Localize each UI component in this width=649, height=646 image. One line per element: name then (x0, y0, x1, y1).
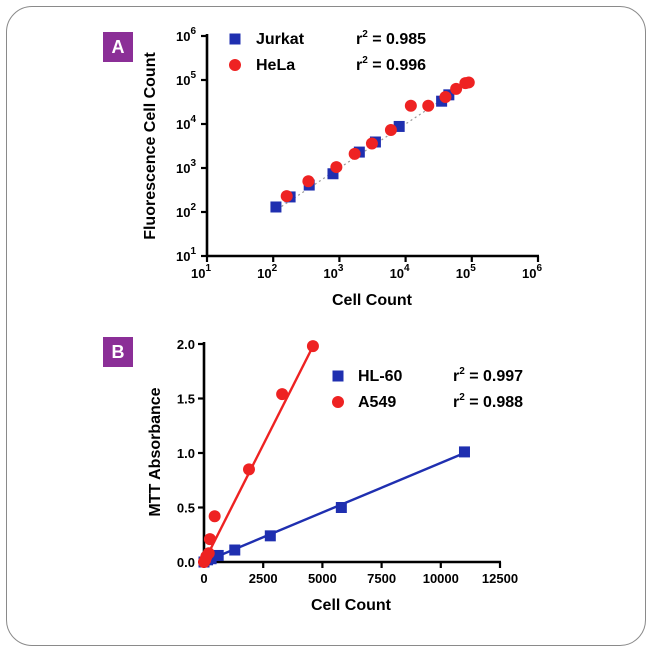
fit-line-a549 (202, 343, 316, 563)
panel-a-badge: A (103, 32, 133, 62)
data-point-hela (330, 161, 343, 174)
y-tick-label: 1.5 (177, 392, 195, 407)
panel-b-badge: B (103, 337, 133, 367)
x-axis-label: Cell Count (332, 292, 413, 309)
data-point-jurkat (393, 120, 405, 132)
legend-marker-a549 (332, 396, 344, 408)
data-point-a549 (202, 547, 215, 560)
legend-r2-hl-60: r2 = 0.997 (453, 366, 523, 385)
data-point-a549 (276, 388, 289, 401)
legend-label-hl-60: HL-60 (358, 368, 403, 385)
legend-r2-hela: r2 = 0.996 (356, 55, 426, 74)
legend-r2-a549: r2 = 0.988 (453, 392, 523, 411)
data-point-a549 (242, 463, 255, 476)
figure-frame (6, 6, 646, 646)
x-tick-label: 0 (200, 571, 207, 586)
y-tick-label: 101 (176, 246, 196, 264)
y-tick-label: 0.0 (177, 555, 195, 570)
legend-label-hela: HeLa (256, 57, 295, 74)
data-point-hela (422, 99, 435, 112)
fit-line-hl-60 (203, 451, 465, 564)
y-tick-label: 1.0 (177, 446, 195, 461)
data-point-hela (450, 82, 463, 95)
y-tick-label: 102 (176, 202, 196, 220)
legend-marker-hela (229, 59, 241, 71)
y-tick-label: 105 (176, 70, 196, 88)
legend-r2-jurkat: r2 = 0.985 (356, 29, 426, 48)
data-point-a549 (203, 533, 216, 546)
data-point-jurkat (327, 168, 339, 180)
x-tick-label: 2500 (249, 571, 278, 586)
x-tick-label: 5000 (308, 571, 337, 586)
x-tick-label: 105 (456, 263, 476, 281)
data-point-hela (439, 91, 452, 104)
legend-marker-hl-60 (332, 370, 344, 382)
data-point-hela (348, 147, 361, 160)
y-axis-label: MTT Absorbance (147, 387, 164, 516)
data-point-hela (280, 190, 293, 203)
data-point-hl-60 (229, 544, 241, 556)
x-axis-label: Cell Count (311, 597, 392, 614)
data-point-hela (384, 124, 397, 137)
legend-label-jurkat: Jurkat (256, 31, 305, 48)
x-tick-label: 106 (522, 263, 542, 281)
y-tick-label: 104 (176, 114, 196, 132)
legend-marker-jurkat (229, 33, 241, 45)
chart-b: 0.0 0.5 1.0 1.5 2.0 0 2500 5000 7500 10000 12500 Ce… (147, 337, 523, 614)
data-point-hela (302, 175, 315, 188)
y-tick-label: 103 (176, 158, 196, 176)
data-point-hl-60 (458, 446, 470, 458)
data-point-hl-60 (264, 530, 276, 542)
x-tick-label: 12500 (482, 571, 518, 586)
x-tick-label: 7500 (367, 571, 396, 586)
x-tick-label: 104 (390, 263, 410, 281)
data-point-a549 (306, 340, 319, 353)
data-point-jurkat (270, 201, 282, 213)
x-tick-label: 10000 (423, 571, 459, 586)
data-point-hl-60 (335, 502, 347, 513)
data-point-hl-60 (212, 549, 224, 561)
x-tick-label: 102 (257, 263, 277, 281)
x-tick-label: 103 (323, 263, 343, 281)
y-axis-label: Fluorescence Cell Count (142, 52, 159, 240)
y-tick-label: 106 (176, 26, 196, 44)
legend-label-a549: A549 (358, 394, 396, 411)
data-point-a549 (208, 510, 221, 523)
data-point-hela (365, 137, 378, 150)
chart-a: 101 102 103 104 105 106 101 102 103 104 105 106 Cell… (142, 26, 542, 309)
y-tick-label: 2.0 (177, 337, 195, 352)
y-tick-label: 0.5 (177, 501, 195, 516)
data-point-hela (404, 99, 417, 112)
x-tick-label: 101 (191, 263, 211, 281)
data-point-hela (462, 76, 475, 89)
